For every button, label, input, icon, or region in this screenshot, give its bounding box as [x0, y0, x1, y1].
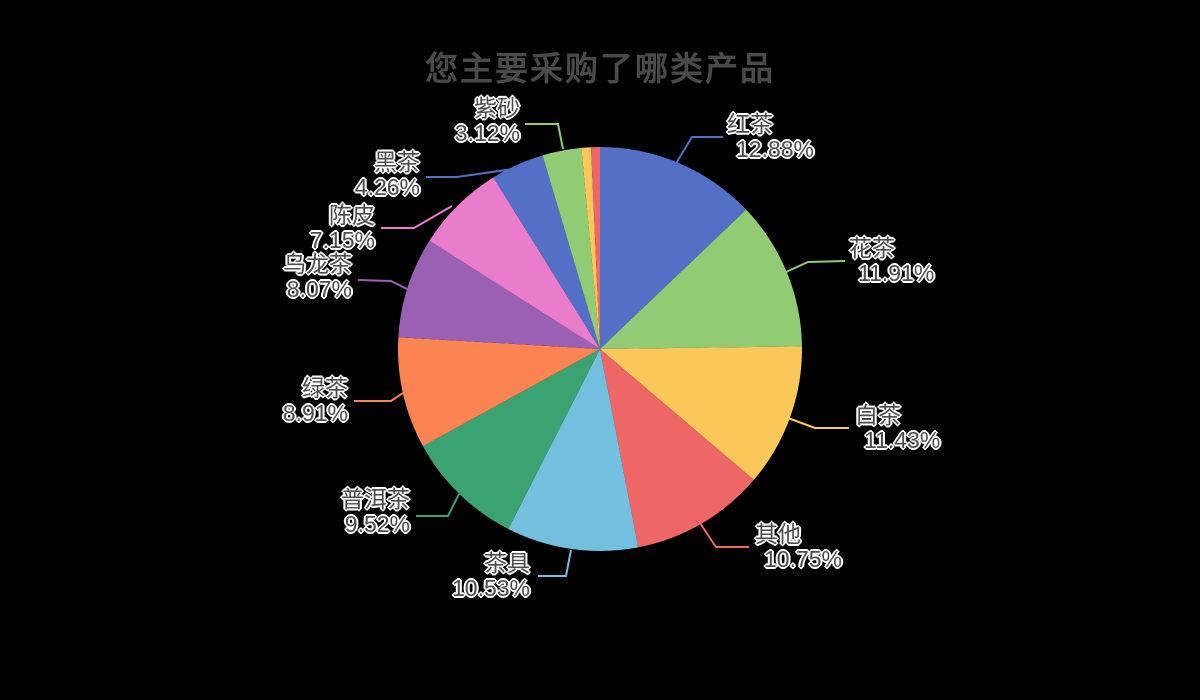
label-line-花茶: [785, 260, 846, 273]
slice-percent: 8.91%: [282, 400, 348, 426]
slice-name: 花茶: [849, 235, 895, 261]
slice-name: 乌龙茶: [283, 251, 352, 277]
label-line-红茶: [674, 136, 723, 166]
slice-name: 红茶: [727, 111, 773, 137]
label-line-紫砂: [525, 123, 564, 150]
pie-label-普洱茶: 普洱茶 9.52%: [341, 487, 410, 537]
pie-slice-乌龙茶[interactable]: [398, 240, 600, 349]
slice-percent: 11.91%: [858, 260, 935, 286]
pie-label-白茶: 白茶 11.43%: [855, 403, 940, 453]
pie-slice-黑茶[interactable]: [493, 155, 600, 349]
pie-slice-花茶[interactable]: [600, 209, 802, 349]
pie-slice-普洱茶[interactable]: [422, 349, 600, 529]
pie-label-花茶: 花茶 11.91%: [849, 236, 934, 286]
slice-percent: 11.43%: [864, 427, 941, 453]
label-line-黑茶: [426, 168, 514, 178]
pie-label-其他: 其他 10.75%: [755, 522, 842, 572]
pie-label-陈皮: 陈皮 7.15%: [310, 203, 375, 253]
label-line-其他: [699, 522, 749, 548]
slice-percent: 3.12%: [454, 120, 520, 146]
slice-percent: 9.52%: [344, 511, 410, 537]
slice-name: 陈皮: [329, 202, 375, 228]
pie-slice-small-11[interactable]: [581, 147, 600, 349]
pie-slice-其他[interactable]: [600, 349, 754, 548]
pie-label-绿茶: 绿茶 8.91%: [283, 376, 348, 426]
slice-percent: 12.88%: [736, 136, 815, 162]
pie-label-茶具: 茶具 10.53%: [452, 551, 530, 601]
pie-label-乌龙茶: 乌龙茶 8.07%: [283, 252, 352, 302]
label-line-白茶: [787, 417, 849, 429]
label-line-乌龙茶: [357, 279, 408, 290]
label-line-茶具: [538, 549, 572, 577]
pie-label-紫砂: 紫砂 3.12%: [455, 96, 520, 146]
pie-slice-紫砂[interactable]: [542, 147, 600, 349]
slice-name: 绿茶: [302, 375, 348, 401]
label-line-绿茶: [354, 392, 404, 402]
slice-percent: 4.26%: [354, 174, 420, 200]
slice-percent: 10.53%: [451, 575, 530, 601]
pie-slice-small-12[interactable]: [590, 146, 600, 349]
pie-slice-茶具[interactable]: [508, 349, 639, 551]
chart-title: 您主要采购了哪类产品: [425, 50, 775, 87]
pie-label-红茶: 红茶 12.88%: [727, 112, 814, 162]
slice-name: 其他: [755, 521, 801, 547]
pie-slice-白茶[interactable]: [600, 346, 802, 480]
pie-slice-绿茶[interactable]: [397, 337, 600, 447]
slice-name: 茶具: [484, 550, 530, 576]
pie-slice-红茶[interactable]: [600, 147, 747, 349]
label-line-陈皮: [381, 205, 453, 229]
pie-label-黑茶: 黑茶 4.26%: [355, 150, 420, 200]
pie-slice-陈皮[interactable]: [429, 177, 600, 349]
slice-name: 白茶: [855, 402, 901, 428]
slice-percent: 8.07%: [286, 276, 352, 302]
slice-percent: 7.15%: [309, 227, 375, 253]
label-line-普洱茶: [416, 493, 460, 517]
slice-name: 紫砂: [474, 95, 520, 121]
slice-percent: 10.75%: [764, 546, 843, 572]
slice-name: 普洱茶: [341, 486, 410, 512]
slice-name: 黑茶: [374, 149, 420, 175]
